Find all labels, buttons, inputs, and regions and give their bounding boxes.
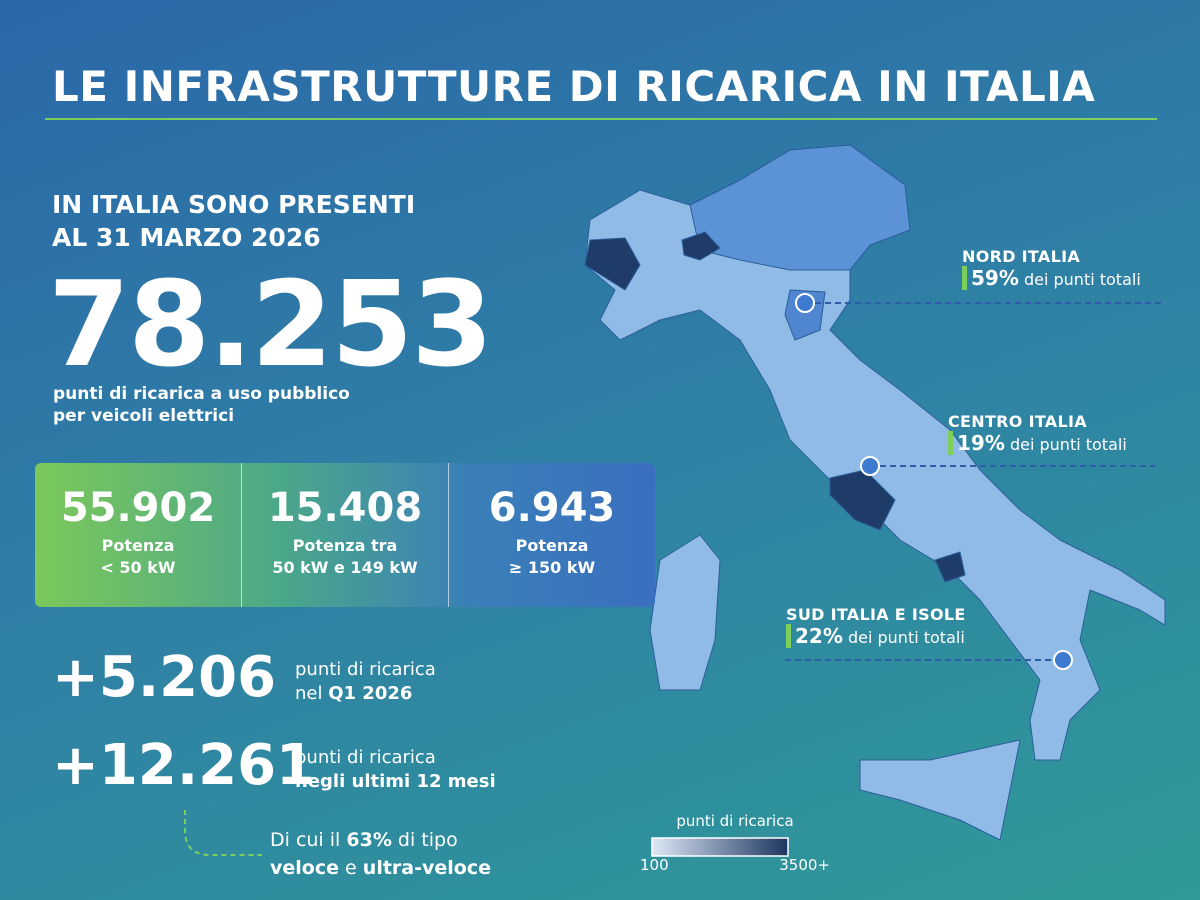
legend-min: 100 xyxy=(640,856,669,874)
region-label: NORD ITALIA 59% dei punti totali xyxy=(962,247,1141,290)
caption-line: punti di ricarica a uso pubblico xyxy=(53,384,350,404)
marker xyxy=(860,456,880,476)
growth-line: negli ultimi 12 mesi xyxy=(295,771,496,792)
title: LE INFRASTRUTTURE DI RICARICA IN ITALIA xyxy=(52,62,1096,111)
legend: punti di ricarica 100 3500+ xyxy=(640,812,830,874)
power-value: 55.902 xyxy=(60,485,216,531)
region-label: CENTRO ITALIA 19% dei punti totali xyxy=(948,412,1127,455)
marker xyxy=(795,293,815,313)
power-label: 50 kW e 149 kW xyxy=(272,558,418,577)
north-regions xyxy=(689,144,911,271)
region-name: CENTRO ITALIA xyxy=(948,412,1087,431)
sardinia xyxy=(649,534,721,691)
note-bold: veloce xyxy=(270,857,339,879)
caption-line: per veicoli elettrici xyxy=(53,406,235,426)
note-bold: 63% xyxy=(346,829,392,851)
region-percent: 19% xyxy=(948,431,1005,455)
napoli-dark xyxy=(934,551,966,583)
caption: punti di ricarica a uso pubblico per vei… xyxy=(53,383,350,427)
note: Di cui il 63% di tipo veloce e ultra-vel… xyxy=(270,826,491,882)
intro-line: AL 31 MARZO 2026 xyxy=(52,223,321,252)
growth-line: punti di ricarica xyxy=(295,659,436,680)
growth-bold: Q1 2026 xyxy=(328,683,413,704)
sicily xyxy=(859,739,1021,841)
growth-normal: nel xyxy=(295,683,323,704)
note-line: Di cui il 63% di tipo xyxy=(270,826,491,854)
growth-value: +12.261 xyxy=(52,733,316,798)
growth-value: +5.206 xyxy=(52,645,277,710)
region-label: SUD ITALIA E ISOLE 22% dei punti totali xyxy=(786,605,966,648)
region-name: NORD ITALIA xyxy=(962,247,1081,266)
note-connector xyxy=(184,810,262,856)
power-label: Potenza tra xyxy=(292,536,398,555)
legend-scale xyxy=(651,837,789,857)
region-percent: 22% xyxy=(786,624,843,648)
growth-line: nel Q1 2026 xyxy=(295,682,436,706)
milano-dark xyxy=(681,231,721,261)
power-label: Potenza xyxy=(515,536,589,555)
note-text: Di cui il xyxy=(270,829,341,851)
legend-range: 100 3500+ xyxy=(640,856,830,874)
growth-text: punti di ricarica nel Q1 2026 xyxy=(295,658,436,706)
power-value: 15.408 xyxy=(267,485,423,531)
intro: IN ITALIA SONO PRESENTI AL 31 MARZO 2026 xyxy=(52,188,415,254)
region-name: SUD ITALIA E ISOLE xyxy=(786,605,966,624)
power-boxes: 55.902 Potenza < 50 kW 15.408 Potenza tr… xyxy=(35,463,655,607)
power-label: ≥ 150 kW xyxy=(508,558,596,577)
total: 78.253 xyxy=(48,255,493,393)
note-line: veloce e ultra-veloce xyxy=(270,854,491,882)
region-suffix: dei punti totali xyxy=(1023,270,1141,289)
note-text: e xyxy=(345,857,357,879)
region-suffix: dei punti totali xyxy=(1009,435,1127,454)
power-box: 6.943 Potenza ≥ 150 kW xyxy=(449,463,655,607)
power-box: 55.902 Potenza < 50 kW xyxy=(35,463,242,607)
marker xyxy=(1053,650,1073,670)
growth-text: punti di ricarica negli ultimi 12 mesi xyxy=(295,746,496,794)
region-percent: 59% xyxy=(962,266,1019,290)
title-rule xyxy=(45,118,1157,120)
power-value: 6.943 xyxy=(488,485,616,531)
region-suffix: dei punti totali xyxy=(847,628,965,647)
piemonte-dark xyxy=(584,237,641,291)
note-text: di tipo xyxy=(397,829,458,851)
note-bold: ultra-veloce xyxy=(362,857,491,879)
power-box: 15.408 Potenza tra 50 kW e 149 kW xyxy=(242,463,449,607)
intro-line: IN ITALIA SONO PRESENTI xyxy=(52,190,416,219)
growth-line: punti di ricarica xyxy=(295,747,436,768)
power-label: < 50 kW xyxy=(100,558,176,577)
power-label: Potenza xyxy=(101,536,175,555)
legend-max: 3500+ xyxy=(779,856,830,874)
legend-title: punti di ricarica xyxy=(676,812,794,830)
